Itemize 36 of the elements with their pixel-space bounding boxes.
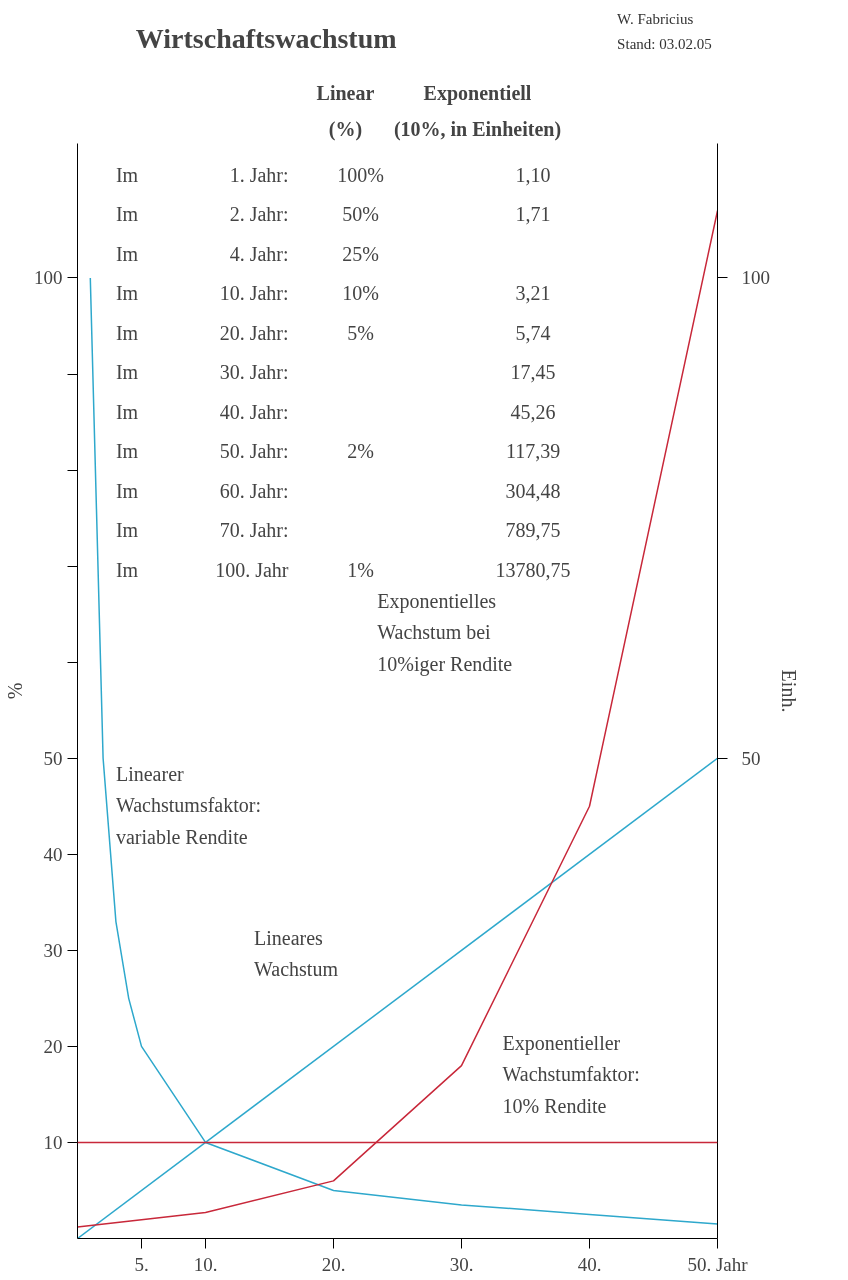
x-tick-label: 10. (193, 1253, 218, 1275)
annotation: Linearer Wachstumsfaktor: variable Rendite (115, 762, 261, 849)
text: Stand: 03.02.05 (617, 35, 712, 52)
text: Im 1. Jahr: 100% 1,10 (115, 163, 551, 186)
y-tick-label: 10 (43, 1131, 63, 1153)
text: Im 30. Jahr: 17,45 (115, 361, 556, 383)
text: Im 60. Jahr: 304,48 (115, 479, 561, 502)
x-tick-label: 50. Jahr (687, 1253, 749, 1275)
text: W. Fabricius (617, 10, 694, 27)
x-tick-label: 40. (577, 1253, 602, 1275)
text: Im 70. Jahr: 789,75 (115, 519, 561, 541)
x-tick-label: 5. (134, 1253, 149, 1275)
y-tick-label: 40 (43, 843, 63, 865)
text: Im 4. Jahr: 25% (115, 242, 379, 265)
y2-axis-title: Einh. (778, 669, 800, 713)
y-tick-label: 50 (43, 747, 63, 769)
annotation: Exponentieller Wachstumfaktor: 10% Rendite (502, 1031, 640, 1118)
chart-title: Wirtschaftswachstum (135, 23, 397, 54)
text: Im 10. Jahr: 10% 3,21 (115, 282, 551, 304)
y-tick-label: 30 (43, 939, 63, 961)
x-tick-label: 20. (321, 1253, 346, 1275)
y2-tick-label: 100 (741, 267, 770, 289)
text: Im 2. Jahr: 50% 1,71 (115, 203, 551, 225)
text: Im 50. Jahr: 2% 117,39 (115, 440, 561, 462)
x-tick-label: 30. (449, 1253, 474, 1275)
y-tick-label: 20 (43, 1035, 63, 1057)
text: Im 100. Jahr 1% 13780,75 (115, 558, 571, 581)
text: (%) (10%, in Einheiten) (328, 117, 562, 140)
text: Im 20. Jahr: 5% 5,74 (115, 321, 551, 344)
annotation: Exponentielles Wachstum bei 10%iger Rendite (377, 589, 513, 677)
y2-tick-label: 50 (741, 747, 761, 769)
text: Linear Exponentiell (316, 81, 532, 104)
y-tick-label: 100 (34, 267, 63, 289)
y-axis-title: % (4, 682, 26, 700)
text: Im 40. Jahr: 45,26 (115, 400, 556, 423)
annotation: Lineares Wachstum (254, 926, 339, 981)
